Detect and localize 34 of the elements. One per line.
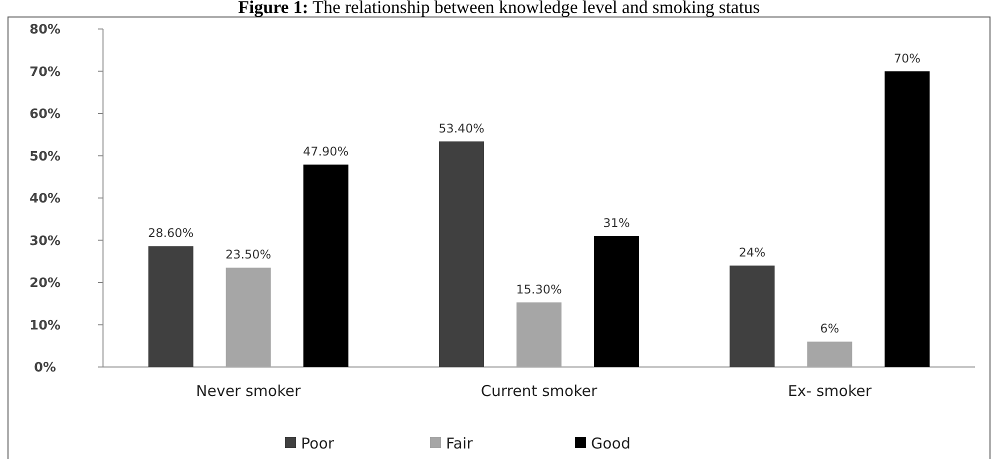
data-label: 23.50% [225,248,272,262]
x-tick-label: Never smoker [196,382,302,400]
chart-title: Figure 1: The relationship between knowledge level and smoking status [238,0,760,17]
legend-label: Fair [446,434,474,452]
bar [594,236,640,367]
legend-label: Good [591,434,630,452]
y-tick-label: 30% [29,234,61,249]
bar [226,268,271,367]
data-label: 28.60% [148,226,194,240]
y-tick-label: 10% [29,318,61,334]
data-label: 6% [820,322,840,336]
y-tick-label: 70% [29,64,61,80]
y-tick-label: 0% [34,360,56,376]
data-label: 53.40% [438,121,484,136]
legend-label: Poor [301,434,335,452]
x-tick-label: Current smoker [480,382,598,400]
bar [516,302,562,367]
y-tick-label: 80% [29,22,61,38]
bar [303,164,348,367]
y-tick-label: 50% [29,149,61,164]
y-tick-label: 20% [29,276,61,292]
data-label: 15.30% [516,282,562,296]
y-tick-label: 40% [29,192,61,207]
x-tick-label: Ex- smoker [788,382,872,400]
bar [807,342,852,367]
data-label: 70% [894,51,921,66]
data-label: 31% [603,216,630,230]
data-label: 47.90% [302,144,349,159]
data-label: 24% [738,246,766,260]
bar [730,266,775,367]
bar [148,246,194,367]
y-tick-label: 60% [29,107,61,122]
bar [884,71,930,367]
bar [438,141,484,367]
